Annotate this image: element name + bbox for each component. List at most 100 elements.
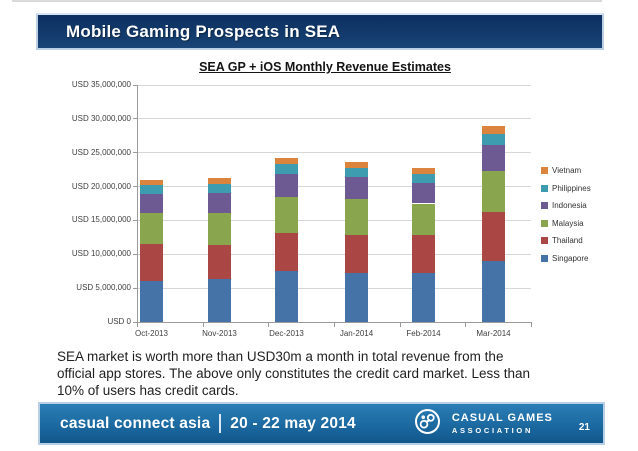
bar-segment-vietnam: [412, 168, 435, 174]
bar-segment-thailand: [275, 233, 298, 272]
bar-segment-singapore: [482, 261, 505, 322]
bar-segment-singapore: [345, 273, 368, 322]
gridline: [137, 84, 531, 86]
top-edge-divider: [12, 0, 602, 2]
y-axis-label: USD 25,000,000: [71, 147, 131, 157]
legend-label: Singapore: [552, 253, 589, 263]
bar-segment-thailand: [345, 234, 368, 274]
y-axis-label: USD 15,000,000: [71, 215, 131, 225]
bar-segment-malaysia: [345, 199, 368, 235]
legend-label: Indonesia: [552, 201, 587, 210]
y-axis-tick: [133, 253, 137, 255]
footer-divider: [219, 414, 222, 433]
bar-segment-philippines: [482, 133, 505, 145]
bar-segment-malaysia: [208, 212, 231, 245]
y-axis-tick: [133, 219, 137, 221]
x-axis-tick: [531, 323, 532, 327]
footer-org-line1: CASUAL GAMES: [451, 411, 553, 424]
gridline: [137, 118, 531, 120]
x-axis-label: Nov-2013: [202, 329, 237, 338]
bar-segment-indonesia: [140, 194, 163, 213]
bar-segment-indonesia: [275, 174, 298, 198]
chart-title: SEA GP + iOS Monthly Revenue Estimates: [199, 60, 451, 74]
y-axis-tick: [133, 321, 137, 323]
bar-segment-thailand: [208, 244, 231, 280]
slide-body-text: SEA market is worth more than USD30m a m…: [57, 348, 597, 399]
y-axis-label: USD 20,000,000: [71, 181, 131, 191]
footer-event-name: casual connect asia: [60, 414, 211, 432]
slide-footer-bar: casual connect asia 20 - 22 may 2014 CAS…: [38, 402, 605, 445]
casual-games-association-logo-icon: [414, 408, 441, 440]
y-axis-label: USD 30,000,000: [71, 113, 131, 123]
footer-event-dates: 20 - 22 may 2014: [230, 414, 356, 432]
y-axis-tick: [133, 186, 137, 188]
bar-segment-indonesia: [412, 182, 435, 204]
body-line-3: 10% of users has credit cards.: [57, 383, 239, 398]
bar-segment-malaysia: [275, 197, 298, 234]
gridline: [137, 253, 531, 255]
page-number: 21: [578, 422, 590, 433]
bar-segment-vietnam: [208, 178, 231, 184]
page-title: Mobile Gaming Prospects in SEA: [66, 21, 341, 41]
x-axis-label: Feb-2014: [406, 329, 441, 338]
x-axis-label: Mar-2014: [476, 329, 511, 338]
bar-segment-philippines: [345, 167, 368, 178]
bar-segment-thailand: [140, 244, 163, 281]
gridline: [137, 287, 531, 289]
bar-segment-indonesia: [208, 193, 231, 213]
legend-label: Malaysia: [552, 218, 584, 228]
y-axis-tick: [133, 287, 137, 289]
x-axis-line: [137, 322, 532, 323]
gridline: [137, 186, 531, 188]
x-axis-tick: [268, 323, 270, 327]
x-axis-label: Dec-2013: [269, 329, 304, 338]
bar-segment-indonesia: [345, 177, 368, 200]
y-axis-tick: [133, 152, 137, 154]
slide-title-bar: Mobile Gaming Prospects in SEA: [36, 13, 604, 50]
footer-org-name: CASUAL GAMES ASSOCIATION: [451, 411, 553, 435]
y-axis-label: USD 35,000,000: [71, 80, 131, 89]
legend-swatch-thailand: [541, 237, 548, 244]
bar-segment-singapore: [275, 271, 298, 322]
gridline: [137, 152, 531, 154]
legend-label: Thailand: [552, 236, 583, 245]
bar-segment-indonesia: [482, 144, 505, 171]
y-axis-line: [137, 85, 138, 323]
x-axis-tick: [399, 323, 401, 327]
bar-segment-singapore: [412, 272, 435, 322]
x-axis-tick: [202, 323, 204, 327]
bar-segment-singapore: [208, 279, 231, 322]
x-axis-label: Jan-2014: [339, 329, 374, 338]
bar-segment-philippines: [208, 183, 231, 194]
bar-segment-vietnam: [482, 126, 505, 134]
x-axis-label: Oct-2013: [135, 329, 168, 338]
gridline: [137, 219, 531, 221]
bar-segment-philippines: [275, 164, 298, 175]
legend-swatch-malaysia: [541, 219, 548, 227]
bar-segment-singapore: [140, 280, 163, 322]
bar-segment-philippines: [412, 173, 435, 183]
bar-segment-malaysia: [482, 170, 505, 212]
bar-segment-thailand: [412, 235, 435, 273]
body-line-2: official app stores. The above only cons…: [57, 366, 531, 381]
legend-label: Philippines: [552, 183, 591, 193]
y-axis-label: USD 0: [107, 317, 131, 326]
y-axis-tick: [133, 118, 137, 120]
bar-segment-thailand: [482, 211, 505, 262]
y-axis-tick: [133, 84, 137, 86]
bar-segment-malaysia: [412, 203, 435, 236]
x-axis-tick: [334, 323, 335, 327]
bar-segment-malaysia: [140, 212, 163, 245]
legend-label: Vietnam: [552, 166, 582, 175]
x-axis-tick: [465, 323, 467, 327]
bar-segment-vietnam: [345, 162, 368, 168]
bar-segment-philippines: [140, 184, 163, 194]
legend-swatch-singapore: [541, 254, 548, 262]
bar-segment-vietnam: [275, 158, 298, 165]
body-line-1: SEA market is worth more than USD30m a m…: [57, 349, 504, 364]
y-axis-label: USD 10,000,000: [71, 249, 131, 259]
x-axis-tick: [137, 323, 138, 327]
legend-swatch-indonesia: [541, 202, 548, 209]
bar-segment-vietnam: [140, 179, 163, 185]
